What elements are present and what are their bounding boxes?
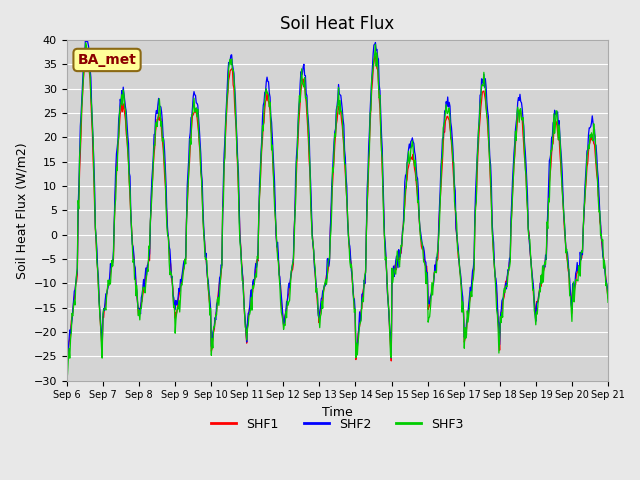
SHF2 — [404, 153, 412, 159]
SHF3 — [129, 260, 137, 265]
SHF1 — [83, 48, 91, 53]
SHF1 — [184, 185, 192, 191]
SHF2 — [184, 169, 192, 175]
SHF2 — [82, 31, 90, 37]
SHF2 — [63, 365, 70, 371]
SHF1 — [129, 248, 137, 254]
Line: SHF2: SHF2 — [67, 34, 608, 368]
Text: BA_met: BA_met — [77, 53, 136, 67]
Y-axis label: Soil Heat Flux (W/m2): Soil Heat Flux (W/m2) — [15, 142, 28, 279]
SHF3 — [63, 379, 70, 385]
SHF1 — [604, 295, 612, 301]
SHF1 — [420, 248, 428, 253]
SHF1 — [63, 362, 70, 368]
SHF3 — [184, 185, 192, 191]
SHF3 — [212, 312, 220, 318]
Line: SHF1: SHF1 — [67, 50, 608, 365]
SHF3 — [73, 271, 81, 277]
SHF2 — [604, 292, 612, 298]
SHF1 — [404, 167, 412, 172]
SHF2 — [73, 273, 81, 279]
Legend: SHF1, SHF2, SHF3: SHF1, SHF2, SHF3 — [206, 413, 468, 436]
SHF3 — [420, 259, 428, 265]
SHF2 — [129, 243, 137, 249]
SHF2 — [420, 245, 428, 251]
SHF3 — [404, 159, 412, 165]
X-axis label: Time: Time — [322, 406, 353, 419]
Title: Soil Heat Flux: Soil Heat Flux — [280, 15, 394, 33]
Line: SHF3: SHF3 — [67, 43, 608, 382]
SHF1 — [73, 279, 81, 285]
SHF3 — [82, 40, 90, 46]
SHF1 — [212, 308, 220, 314]
SHF3 — [604, 300, 612, 305]
SHF2 — [212, 301, 220, 307]
